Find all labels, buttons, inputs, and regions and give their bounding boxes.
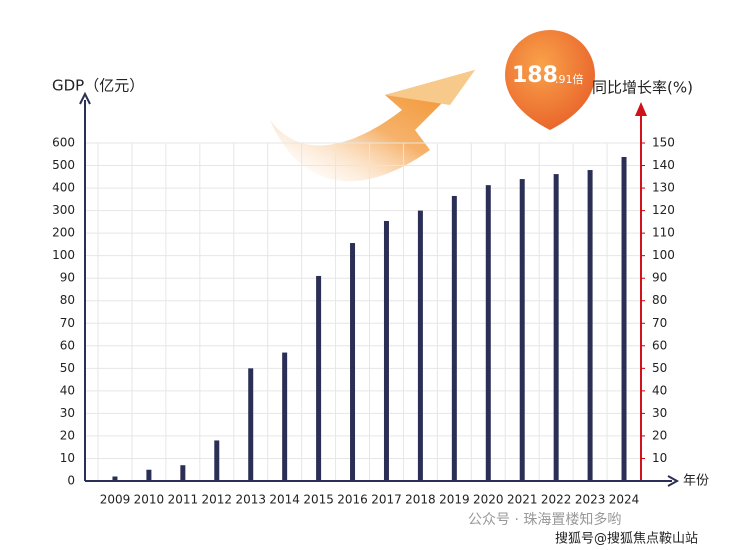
- x-tick-label: 2021: [507, 493, 538, 507]
- y-tick-label: 90: [60, 271, 75, 285]
- y-tick-label: 40: [60, 383, 75, 397]
- bar: [316, 275, 322, 481]
- bar: [282, 352, 288, 481]
- bar: [248, 368, 254, 481]
- y-tick-label: 100: [52, 248, 75, 262]
- bar: [519, 179, 525, 481]
- y2-tick-label: 50: [652, 361, 667, 375]
- y-tick-label: 200: [52, 226, 75, 240]
- y2-tick-label: 20: [652, 428, 667, 442]
- x-tick-label: 2024: [609, 493, 640, 507]
- bar: [214, 440, 220, 481]
- y2-tick-label: 60: [652, 338, 667, 352]
- x-axis-arrow: [667, 475, 680, 487]
- y-axis-arrow: [79, 91, 91, 105]
- x-tick-label: 2020: [473, 493, 504, 507]
- y-axis-label: GDP（亿元）: [52, 77, 144, 95]
- x-tick-label: 2019: [439, 493, 470, 507]
- x-tick-label: 2017: [371, 493, 402, 507]
- x-tick-label: 2010: [134, 493, 165, 507]
- y2-axis-arrow: [635, 102, 647, 116]
- bar: [621, 156, 627, 481]
- y-tick-label: 70: [60, 316, 75, 330]
- bar: [146, 469, 152, 481]
- y2-tick-label: 100: [652, 248, 675, 262]
- swoosh-arrow: [270, 70, 475, 182]
- y-tick-label: 50: [60, 361, 75, 375]
- x-axis-label: 年份: [683, 474, 709, 489]
- watermark: 搜狐号@搜狐焦点鞍山站: [555, 531, 698, 547]
- bar: [417, 210, 423, 481]
- bar: [180, 465, 186, 481]
- y-tick-label: 10: [60, 451, 75, 465]
- y-tick-label: 300: [52, 203, 75, 217]
- y2-tick-label: 70: [652, 316, 667, 330]
- y2-tick-label: 40: [652, 383, 667, 397]
- x-tick-label: 2023: [575, 493, 606, 507]
- y2-tick-label: 130: [652, 181, 675, 195]
- watermark: 公众号 · 珠海置楼知多哟: [468, 511, 621, 528]
- y2-tick-label: 110: [652, 226, 675, 240]
- annotation-main: 188: [512, 63, 558, 88]
- y2-axis-label: 同比增长率(%): [592, 79, 693, 97]
- bar: [485, 185, 491, 481]
- y-tick-label: 60: [60, 338, 75, 352]
- y-tick-label: 30: [60, 406, 75, 420]
- x-tick-label: 2009: [100, 493, 131, 507]
- y-tick-label: 600: [52, 136, 75, 150]
- bar: [383, 220, 389, 481]
- y2-tick-label: 150: [652, 136, 675, 150]
- x-tick-label: 2011: [168, 493, 199, 507]
- y2-tick-label: 80: [652, 293, 667, 307]
- annotation-sub: .91倍: [555, 72, 584, 86]
- y-tick-label: 80: [60, 293, 75, 307]
- y-tick-label: 0: [67, 474, 75, 488]
- x-tick-label: 2015: [303, 493, 334, 507]
- x-tick-label: 2018: [405, 493, 436, 507]
- y-tick-label: 500: [52, 158, 75, 172]
- bar: [350, 243, 356, 481]
- bar: [553, 174, 559, 481]
- y-tick-label: 20: [60, 428, 75, 442]
- annotation-pin: [505, 30, 595, 130]
- y2-tick-label: 90: [652, 271, 667, 285]
- x-tick-label: 2012: [202, 493, 233, 507]
- y2-tick-label: 30: [652, 406, 667, 420]
- x-tick-label: 2014: [269, 493, 300, 507]
- bar: [112, 476, 118, 481]
- y2-tick-label: 10: [652, 451, 667, 465]
- y-tick-label: 400: [52, 181, 75, 195]
- y2-tick-label: 120: [652, 203, 675, 217]
- x-tick-label: 2022: [541, 493, 572, 507]
- y2-tick-label: 140: [652, 158, 675, 172]
- x-tick-label: 2016: [337, 493, 368, 507]
- bar: [451, 195, 457, 481]
- x-tick-label: 2013: [235, 493, 266, 507]
- bar: [587, 170, 593, 482]
